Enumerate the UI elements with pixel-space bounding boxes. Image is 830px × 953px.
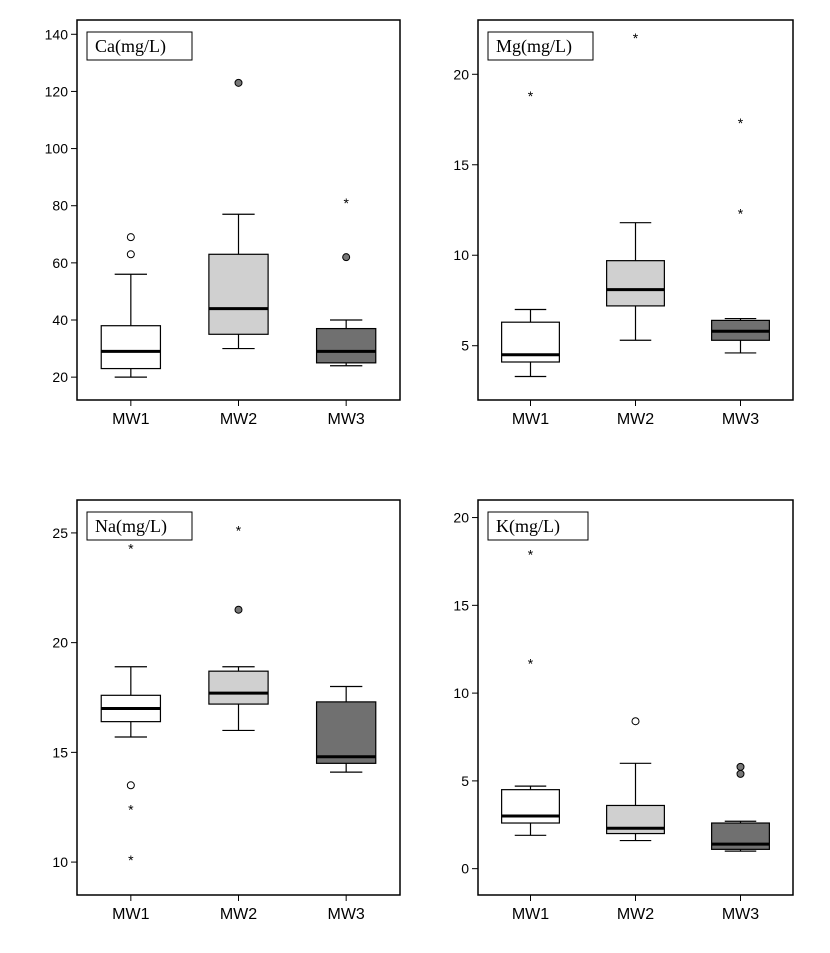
panel-title: Mg(mg/L) [496,36,572,57]
box-ca-MW3 [317,329,376,363]
ytick-label: 5 [461,338,469,354]
category-label: MW2 [617,906,654,923]
ytick-label: 40 [52,312,68,328]
outlier-star: * [738,115,744,131]
ytick-label: 120 [45,83,69,99]
box-k-MW1 [502,790,560,823]
box-ca-MW1 [101,326,160,369]
ytick-label: 0 [461,861,469,877]
outlier-star: * [528,88,534,104]
ytick-label: 100 [45,141,69,157]
ytick-label: 140 [45,26,69,42]
category-label: MW3 [722,411,759,428]
category-label: MW2 [220,411,257,428]
category-label: MW1 [512,411,549,428]
panel-ca: 20 40 60 80 100 120 140 MW1 MW2 MW3 * Ca(mg/L) [22,10,410,445]
outlier-circle [127,234,134,241]
ytick-label: 20 [52,635,68,651]
ytick-label: 5 [461,773,469,789]
box-na-MW2 [209,671,268,704]
outlier-dot [737,770,744,777]
category-label: MW1 [112,906,149,923]
outlier-star: * [236,523,242,539]
category-label: MW1 [512,906,549,923]
box-mg-MW2 [607,261,665,306]
box-ca-MW2 [209,254,268,334]
ytick-label: 10 [453,247,469,263]
category-label: MW3 [722,906,759,923]
outlier-circle [127,251,134,258]
outlier-circle [632,718,639,725]
outlier-dot [737,763,744,770]
ytick-label: 10 [453,685,469,701]
category-label: MW3 [328,906,365,923]
outlier-star: * [128,540,134,556]
ytick-label: 20 [52,369,68,385]
category-label: MW2 [617,411,654,428]
outlier-star: * [528,655,534,671]
panel-mg: 5101520MW1MW2MW3*****Mg(mg/L) [430,10,803,445]
panel-title: Na(mg/L) [95,516,167,537]
chart-grid: 20406080100120140MW1MW2MW3*Ca(mg/L)51015… [0,0,830,953]
outlier-star: * [528,546,534,562]
panel-na: 10 15 20 25 MW1 MW2 MW3 * * * * Na(mg/L) [22,490,410,940]
outlier-star: * [128,801,134,817]
outlier-dot [235,79,242,86]
ytick-label: 15 [453,597,469,613]
ytick-label: 15 [52,744,68,760]
outlier-star: * [343,195,349,211]
ytick-label: 25 [52,525,68,541]
ytick-label: 20 [453,66,469,82]
outlier-dot [343,254,350,261]
ytick-label: 80 [52,198,68,214]
panel-title: K(mg/L) [496,516,560,537]
panel-title: Ca(mg/L) [95,36,166,57]
outlier-star: * [738,206,744,222]
ytick-label: 15 [453,157,469,173]
category-label: MW2 [220,906,257,923]
outlier-dot [235,606,242,613]
category-label: MW1 [112,411,149,428]
ytick-label: 10 [52,854,68,870]
outlier-star: * [128,852,134,868]
box-na-MW3 [317,702,376,763]
ytick-label: 60 [52,255,68,271]
category-label: MW3 [328,411,365,428]
ytick-label: 20 [453,510,469,526]
outlier-circle [127,782,134,789]
panel-k: 0 5 10 15 20 MW1 MW2 MW3 * * K(mg/L) [430,490,803,940]
outlier-star: * [633,30,639,46]
